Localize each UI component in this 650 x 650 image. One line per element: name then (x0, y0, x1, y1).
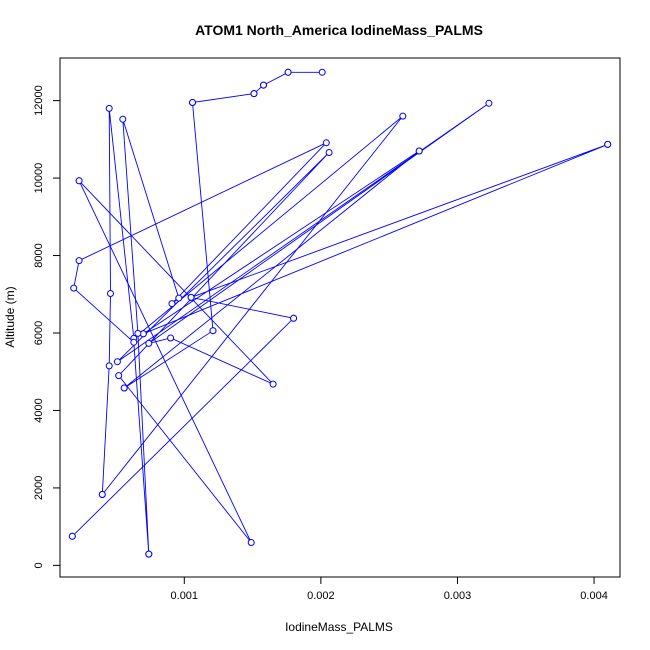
data-point-s4-8 (119, 115, 127, 123)
data-point-s1-15 (260, 81, 267, 89)
y-tick-label-3: 4000 (33, 398, 45, 422)
data-point-s1-13 (318, 68, 326, 76)
data-point-s2-2 (399, 112, 407, 120)
y-tick-label-2: 2000 (33, 476, 45, 500)
data-point-s1-23 (187, 293, 195, 301)
data-point-s1-16 (250, 90, 258, 98)
y-tick-label-4: 6000 (33, 321, 45, 345)
y-tick-label-5: 8000 (33, 243, 45, 267)
data-point-s4-10 (145, 550, 153, 558)
data-point-s4-4 (75, 257, 83, 265)
data-point-s1-14 (284, 68, 292, 76)
data-point-s3-10 (75, 177, 83, 185)
data-point-s4-2 (130, 338, 138, 346)
series-line-4 (73, 119, 327, 555)
chart-title: ATOM1 North_America IodineMass_PALMS (195, 22, 483, 38)
data-point-s1-22 (604, 140, 612, 148)
data-point-s4-7 (175, 294, 183, 302)
x-tick-label-4: 0.004 (580, 590, 608, 602)
data-point-s2-7 (98, 491, 106, 498)
data-point-s3-9 (247, 539, 255, 546)
data-point-s4-6 (168, 300, 176, 308)
data-point-s2-6 (105, 362, 113, 370)
data-point-s3-5 (485, 99, 493, 107)
data-point-s3-6 (113, 358, 121, 366)
data-point-s1-20 (415, 147, 423, 155)
data-point-s4-5 (322, 139, 330, 147)
data-point-s3-3 (167, 334, 175, 342)
y-tick-label-1: 0 (33, 562, 45, 568)
data-point-s2-5 (107, 290, 114, 297)
data-point-s3-8 (115, 372, 123, 380)
data-point-s1-18 (209, 327, 217, 335)
data-point-s1-25 (68, 532, 76, 540)
series-line-3 (78, 102, 490, 543)
y-axis: 0 2000 4000 6000 8000 10000 12000 (33, 85, 61, 568)
y-tick-label-7: 12000 (33, 85, 45, 116)
data-point-s3-2 (269, 380, 277, 388)
data-point-s3-7 (325, 149, 333, 156)
x-axis: 0.001 0.002 0.003 0.004 (171, 576, 608, 602)
x-axis-label: IodineMass_PALMS (285, 620, 393, 634)
y-tick-label-6: 10000 (33, 163, 45, 194)
data-point-s4-9 (134, 329, 142, 337)
x-tick-label-2: 0.002 (307, 590, 335, 602)
data-point-s2-4 (105, 104, 113, 112)
series-points (68, 68, 612, 558)
data-point-s4-3 (70, 284, 78, 292)
x-tick-label-3: 0.003 (444, 590, 472, 602)
x-tick-label-1: 0.001 (171, 590, 199, 602)
data-point-s3-4 (145, 339, 153, 347)
data-point-s1-19 (120, 384, 128, 392)
data-point-s1-17 (189, 99, 196, 106)
y-axis-label: Altitude (m) (3, 286, 17, 347)
data-point-s1-24 (290, 314, 298, 322)
